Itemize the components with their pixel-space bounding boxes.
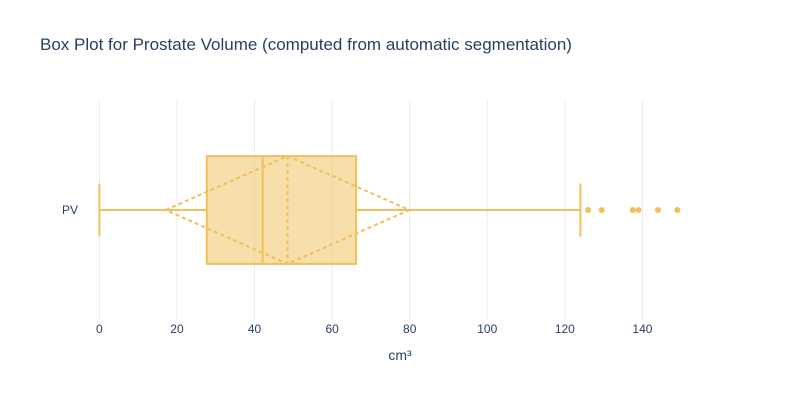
x-tick-label-60: 60: [325, 322, 339, 336]
outlier-point-2: [629, 207, 636, 213]
x-tick-label-0: 0: [96, 322, 103, 336]
outlier-point-3: [635, 207, 642, 213]
x-tick-label-40: 40: [248, 322, 262, 336]
category-label: PV: [62, 203, 78, 217]
x-axis-title: cm³: [388, 347, 412, 363]
box-plot-series: [98, 155, 681, 265]
x-tick-label-140: 140: [632, 322, 652, 336]
x-tick-label-120: 120: [555, 322, 575, 336]
x-tick-label-20: 20: [170, 322, 184, 336]
chart-title: Box Plot for Prostate Volume (computed f…: [40, 35, 572, 54]
outlier-point-0: [585, 207, 592, 213]
outlier-point-1: [598, 207, 605, 213]
sd-diamond: [163, 155, 412, 265]
x-axis-ticks: 0 20 40 60 80 100 120 140: [96, 322, 653, 336]
y-axis-categories: PV: [62, 203, 78, 217]
x-tick-label-80: 80: [403, 322, 417, 336]
iqr-box: [205, 155, 358, 265]
x-tick-label-100: 100: [477, 322, 497, 336]
outlier-point-5: [674, 207, 681, 213]
outlier-point-4: [654, 207, 661, 213]
